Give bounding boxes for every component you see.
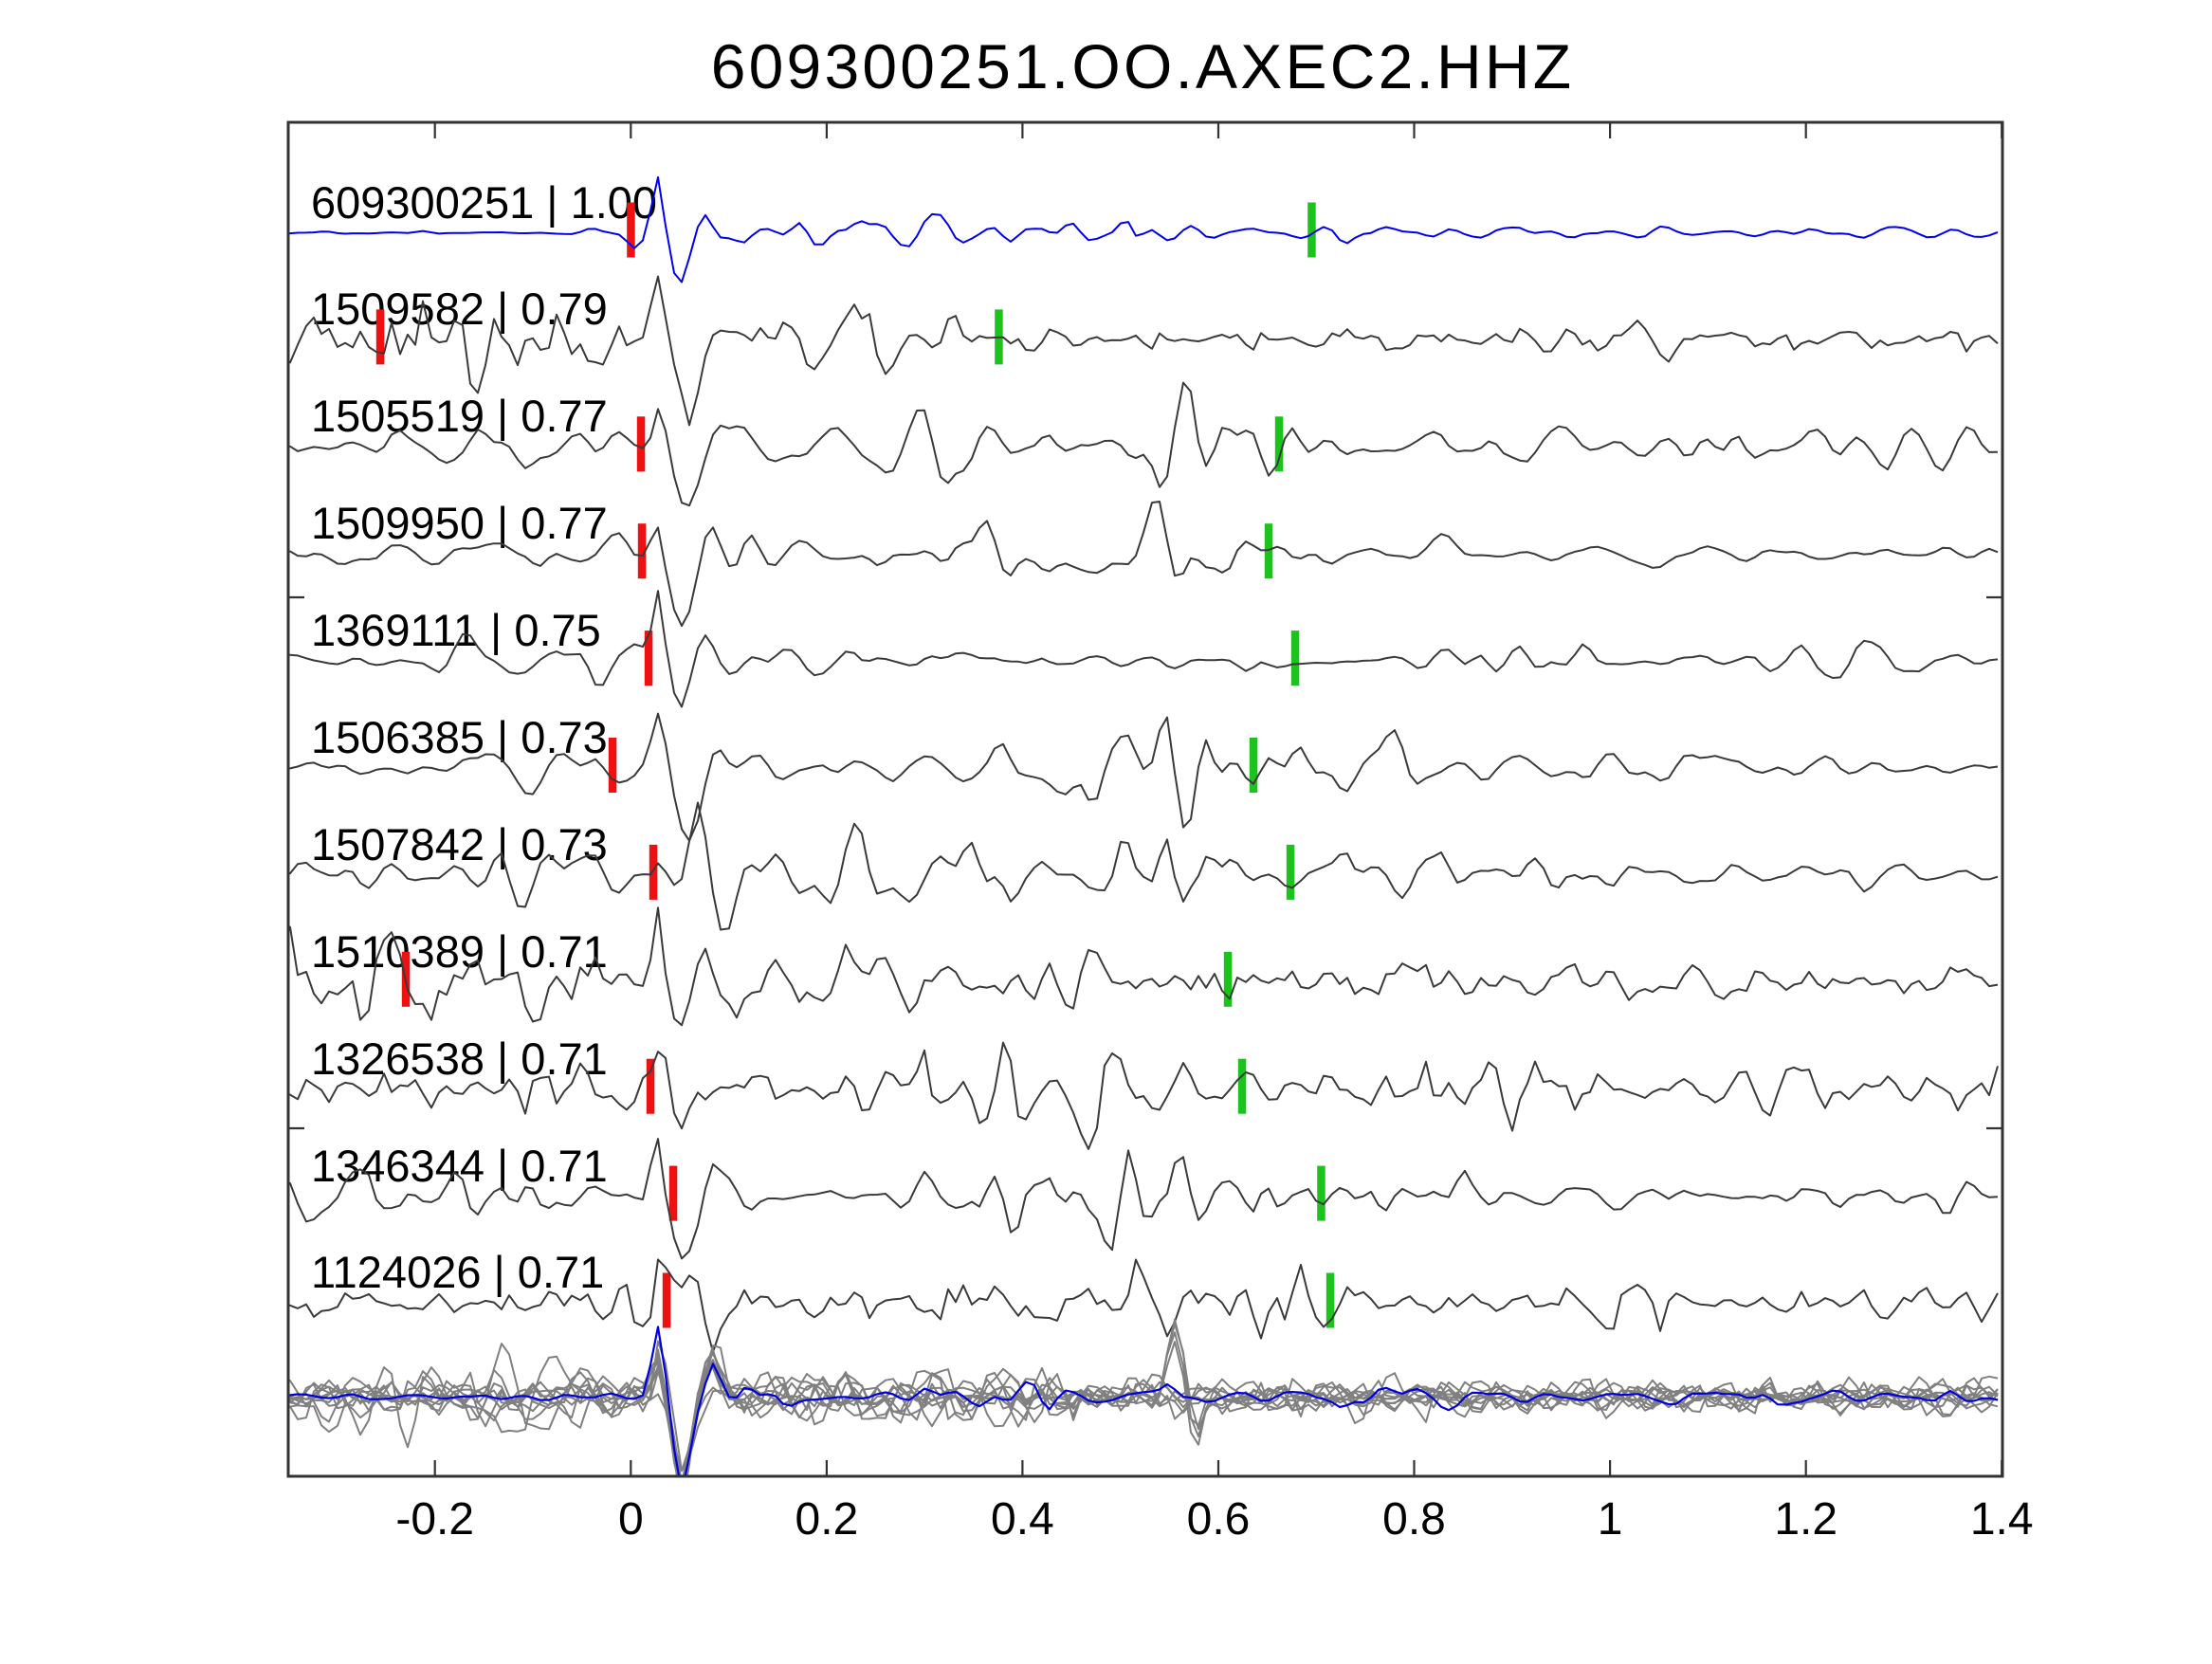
svg-text:609300251 | 1.00: 609300251 | 1.00 (311, 177, 657, 228)
svg-text:1346344 | 0.71: 1346344 | 0.71 (311, 1141, 608, 1191)
svg-text:1.4: 1.4 (1970, 1494, 2034, 1545)
svg-text:609300251.OO.AXEC2.HHZ: 609300251.OO.AXEC2.HHZ (711, 31, 1575, 101)
svg-text:1326538 | 0.71: 1326538 | 0.71 (311, 1033, 608, 1084)
svg-text:1: 1 (1598, 1494, 1623, 1545)
svg-text:1124026 | 0.71: 1124026 | 0.71 (311, 1247, 604, 1297)
svg-text:1507842 | 0.73: 1507842 | 0.73 (311, 819, 608, 869)
svg-text:1.2: 1.2 (1774, 1494, 1837, 1545)
svg-text:0.6: 0.6 (1187, 1494, 1251, 1545)
svg-text:0.2: 0.2 (795, 1494, 859, 1545)
svg-text:0.4: 0.4 (991, 1494, 1054, 1545)
svg-text:1509950 | 0.77: 1509950 | 0.77 (311, 498, 608, 548)
svg-text:0.8: 0.8 (1382, 1494, 1446, 1545)
svg-text:1505519 | 0.77: 1505519 | 0.77 (311, 391, 608, 441)
svg-text:-0.2: -0.2 (395, 1494, 474, 1545)
svg-text:1510389 | 0.71: 1510389 | 0.71 (311, 926, 608, 977)
svg-text:1509582 | 0.79: 1509582 | 0.79 (311, 283, 608, 334)
svg-text:0: 0 (618, 1494, 644, 1545)
